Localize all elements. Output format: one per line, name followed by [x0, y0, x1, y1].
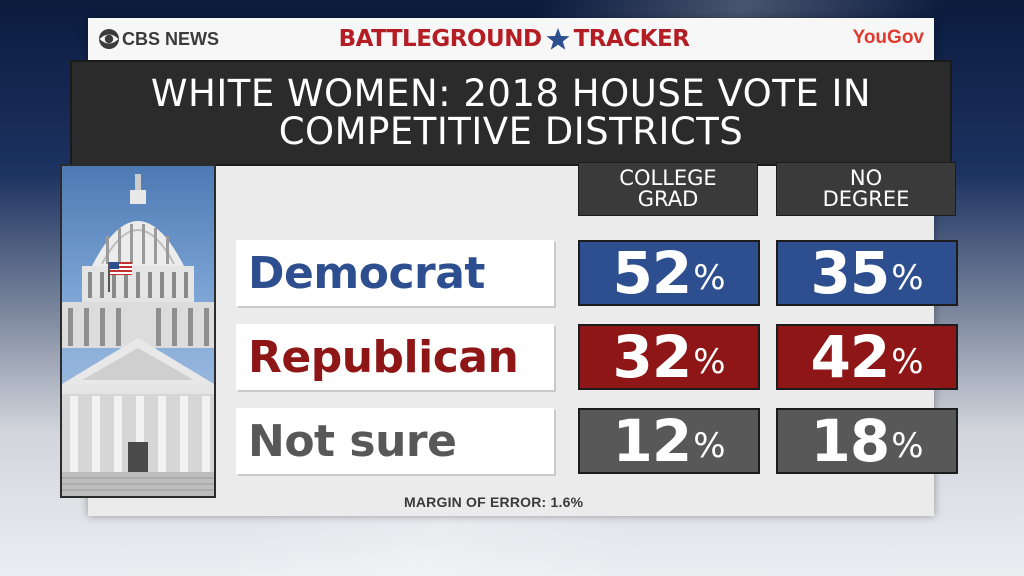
- row-label-republican: Republican: [236, 324, 554, 390]
- column-header-no-degree: NO DEGREE: [776, 162, 956, 216]
- value-democrat-college-grad: 52: [612, 239, 692, 307]
- value-not-sure-college-grad: 12: [612, 407, 692, 475]
- cell-democrat-no-degree: 35%: [776, 239, 958, 307]
- margin-of-error-note: MARGIN OF ERROR: 1.6%: [404, 494, 584, 510]
- value-republican-no-degree: 42: [810, 323, 890, 391]
- row-label-not-sure: Not sure: [236, 408, 554, 474]
- column-header-college-grad-label: COLLEGE GRAD: [619, 166, 717, 211]
- graphic-panel: CBS NEWS BATTLEGROUND TRACKER YouGov WHI…: [60, 18, 958, 516]
- percent-sign: %: [891, 342, 924, 382]
- cell-republican-college-grad: 32%: [578, 323, 760, 391]
- cbs-eye-icon: [99, 29, 119, 49]
- value-not-sure-no-degree: 18: [810, 407, 890, 475]
- value-democrat-no-degree: 35: [810, 239, 890, 307]
- column-header-no-degree-label: NO DEGREE: [822, 166, 910, 211]
- percent-sign: %: [693, 426, 726, 466]
- cell-not-sure-college-grad: 12%: [578, 407, 760, 475]
- percent-sign: %: [693, 342, 726, 382]
- percent-sign: %: [891, 426, 924, 466]
- brand-bar: CBS NEWS BATTLEGROUND TRACKER YouGov: [88, 18, 934, 60]
- cell-not-sure-no-degree: 18%: [776, 407, 958, 475]
- chart-title: WHITE WOMEN: 2018 HOUSE VOTE IN COMPETIT…: [150, 72, 872, 153]
- percent-sign: %: [693, 258, 726, 298]
- cell-democrat-college-grad: 52%: [578, 239, 760, 307]
- capitol-photo: [60, 164, 216, 498]
- cell-republican-no-degree: 42%: [776, 323, 958, 391]
- star-icon: [546, 28, 570, 50]
- percent-sign: %: [891, 258, 924, 298]
- yougov-logo: YouGov: [852, 27, 924, 48]
- row-label-democrat: Democrat: [236, 240, 554, 306]
- cbs-news-logo: CBS NEWS: [98, 28, 219, 50]
- battleground-text: BATTLEGROUND: [338, 26, 542, 52]
- tracker-text: TRACKER: [573, 26, 690, 52]
- chart-title-bar: WHITE WOMEN: 2018 HOUSE VOTE IN COMPETIT…: [70, 60, 952, 166]
- cbs-news-text: CBS NEWS: [122, 28, 220, 49]
- column-header-college-grad: COLLEGE GRAD: [578, 162, 758, 216]
- battleground-tracker-logo: BATTLEGROUND TRACKER: [334, 24, 694, 54]
- capitol-building-icon: [62, 174, 214, 496]
- value-republican-college-grad: 32: [612, 323, 692, 391]
